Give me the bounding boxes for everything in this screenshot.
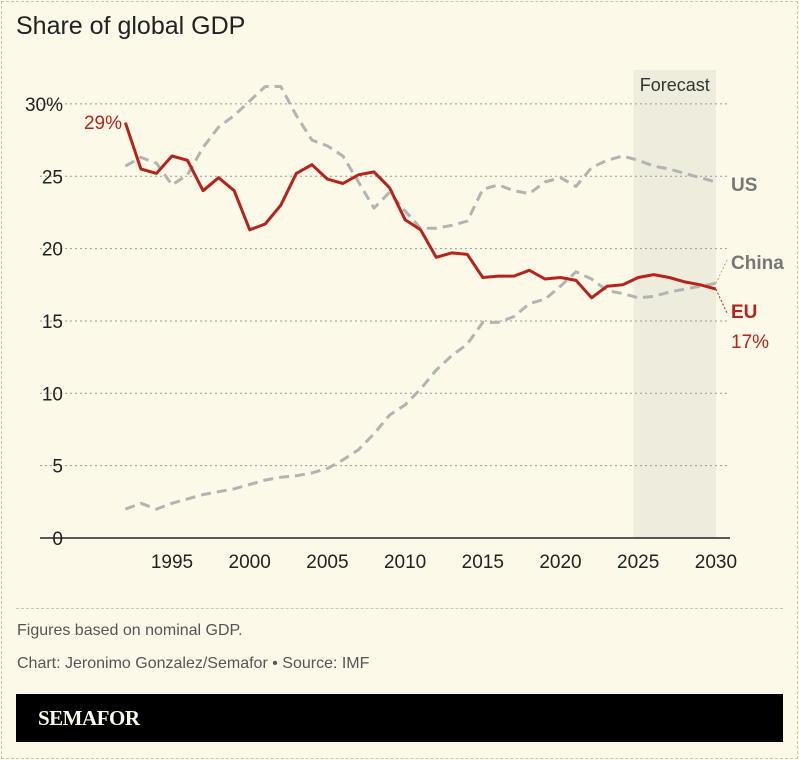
x-tick-label: 2005 xyxy=(306,552,348,573)
divider xyxy=(16,608,783,609)
series-label-us: US xyxy=(731,175,757,196)
y-tick-label: 20 xyxy=(42,240,63,261)
x-tick-label: 2030 xyxy=(695,552,737,573)
china-label-connector xyxy=(715,257,729,284)
x-tick-label: 2000 xyxy=(229,552,271,573)
note-text: Figures based on nominal GDP. xyxy=(17,622,243,639)
y-tick-label: 0 xyxy=(52,529,63,550)
eu-start-value-label: 29% xyxy=(84,113,122,134)
y-tick-label: 15 xyxy=(42,312,63,333)
x-tick-label: 2025 xyxy=(617,552,659,573)
series-line-eu xyxy=(123,122,717,300)
forecast-label: Forecast xyxy=(640,75,710,95)
eu-label-connector xyxy=(715,288,728,314)
y-tick-label: 25 xyxy=(42,167,63,188)
x-tick-label: 2015 xyxy=(462,552,504,573)
y-tick-label: 30% xyxy=(25,95,63,116)
x-tick-label: 2010 xyxy=(384,552,426,573)
series-label-china: China xyxy=(731,253,784,274)
series-label-eu: EU xyxy=(731,302,757,323)
x-tick-label: 1995 xyxy=(151,552,193,573)
credit-text: Chart: Jeronimo Gonzalez/Semafor • Sourc… xyxy=(17,655,370,672)
chart-title: Share of global GDP xyxy=(16,12,246,40)
x-tick-label: 2020 xyxy=(539,552,581,573)
eu-end-value-label: 17% xyxy=(731,332,769,353)
semafor-logo: SEMAFOR xyxy=(38,706,140,730)
semafor-logo-bar: SEMAFOR xyxy=(16,694,783,742)
forecast-band xyxy=(633,70,716,538)
series-line-china xyxy=(124,270,717,511)
y-tick-label: 10 xyxy=(42,384,63,405)
series-line-us xyxy=(124,85,717,230)
y-tick-label: 5 xyxy=(52,457,63,478)
